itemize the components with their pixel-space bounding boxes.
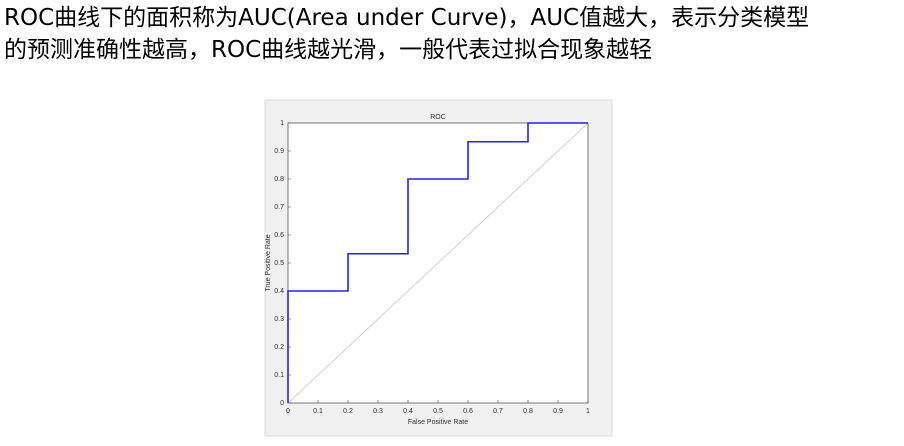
x-tick-label: 1 <box>586 408 590 415</box>
line-series <box>287 122 589 404</box>
y-tick-label: 0.9 <box>274 148 284 155</box>
x-tick-label: 0.4 <box>403 408 413 415</box>
x-tick-label: 0.3 <box>373 408 383 415</box>
x-tick-label: 0.8 <box>523 408 533 415</box>
y-tick-label: 0.2 <box>274 344 284 351</box>
y-tick-label: 0.1 <box>274 372 284 379</box>
y-axis-label: True Positive Rate <box>265 234 272 291</box>
text-line: ROC曲线下的面积称为AUC(Area under Curve)，AUC值越大，… <box>4 5 810 31</box>
x-tick-label: 0.5 <box>433 408 443 415</box>
line-series <box>287 122 588 403</box>
y-tick-label: 0.5 <box>274 260 284 267</box>
x-tick-label: 0.6 <box>463 408 473 415</box>
y-tick-label: 0 <box>280 400 284 407</box>
y-tick-label: 1 <box>280 120 284 127</box>
y-tick-label: 0.6 <box>274 232 284 239</box>
x-axis-label: False Positive Rate <box>408 419 468 426</box>
y-tick-label: 0.3 <box>274 316 284 323</box>
y-tick-label: 0.7 <box>274 204 284 211</box>
chart-title: ROC <box>430 114 446 121</box>
y-tick-label: 0.4 <box>274 288 284 295</box>
x-tick-label: 0.7 <box>493 408 503 415</box>
y-tick-label: 0.8 <box>274 176 284 183</box>
paragraph: ROC曲线下的面积称为AUC(Area under Curve)，AUC值越大，… <box>4 2 904 66</box>
x-tick-label: 0.9 <box>553 408 563 415</box>
x-tick-label: 0 <box>286 408 290 415</box>
x-tick-label: 0.2 <box>343 408 353 415</box>
x-tick-label: 0.1 <box>313 408 323 415</box>
text-line: 的预测准确性越高，ROC曲线越光滑，一般代表过拟合现象越轻 <box>4 37 653 63</box>
